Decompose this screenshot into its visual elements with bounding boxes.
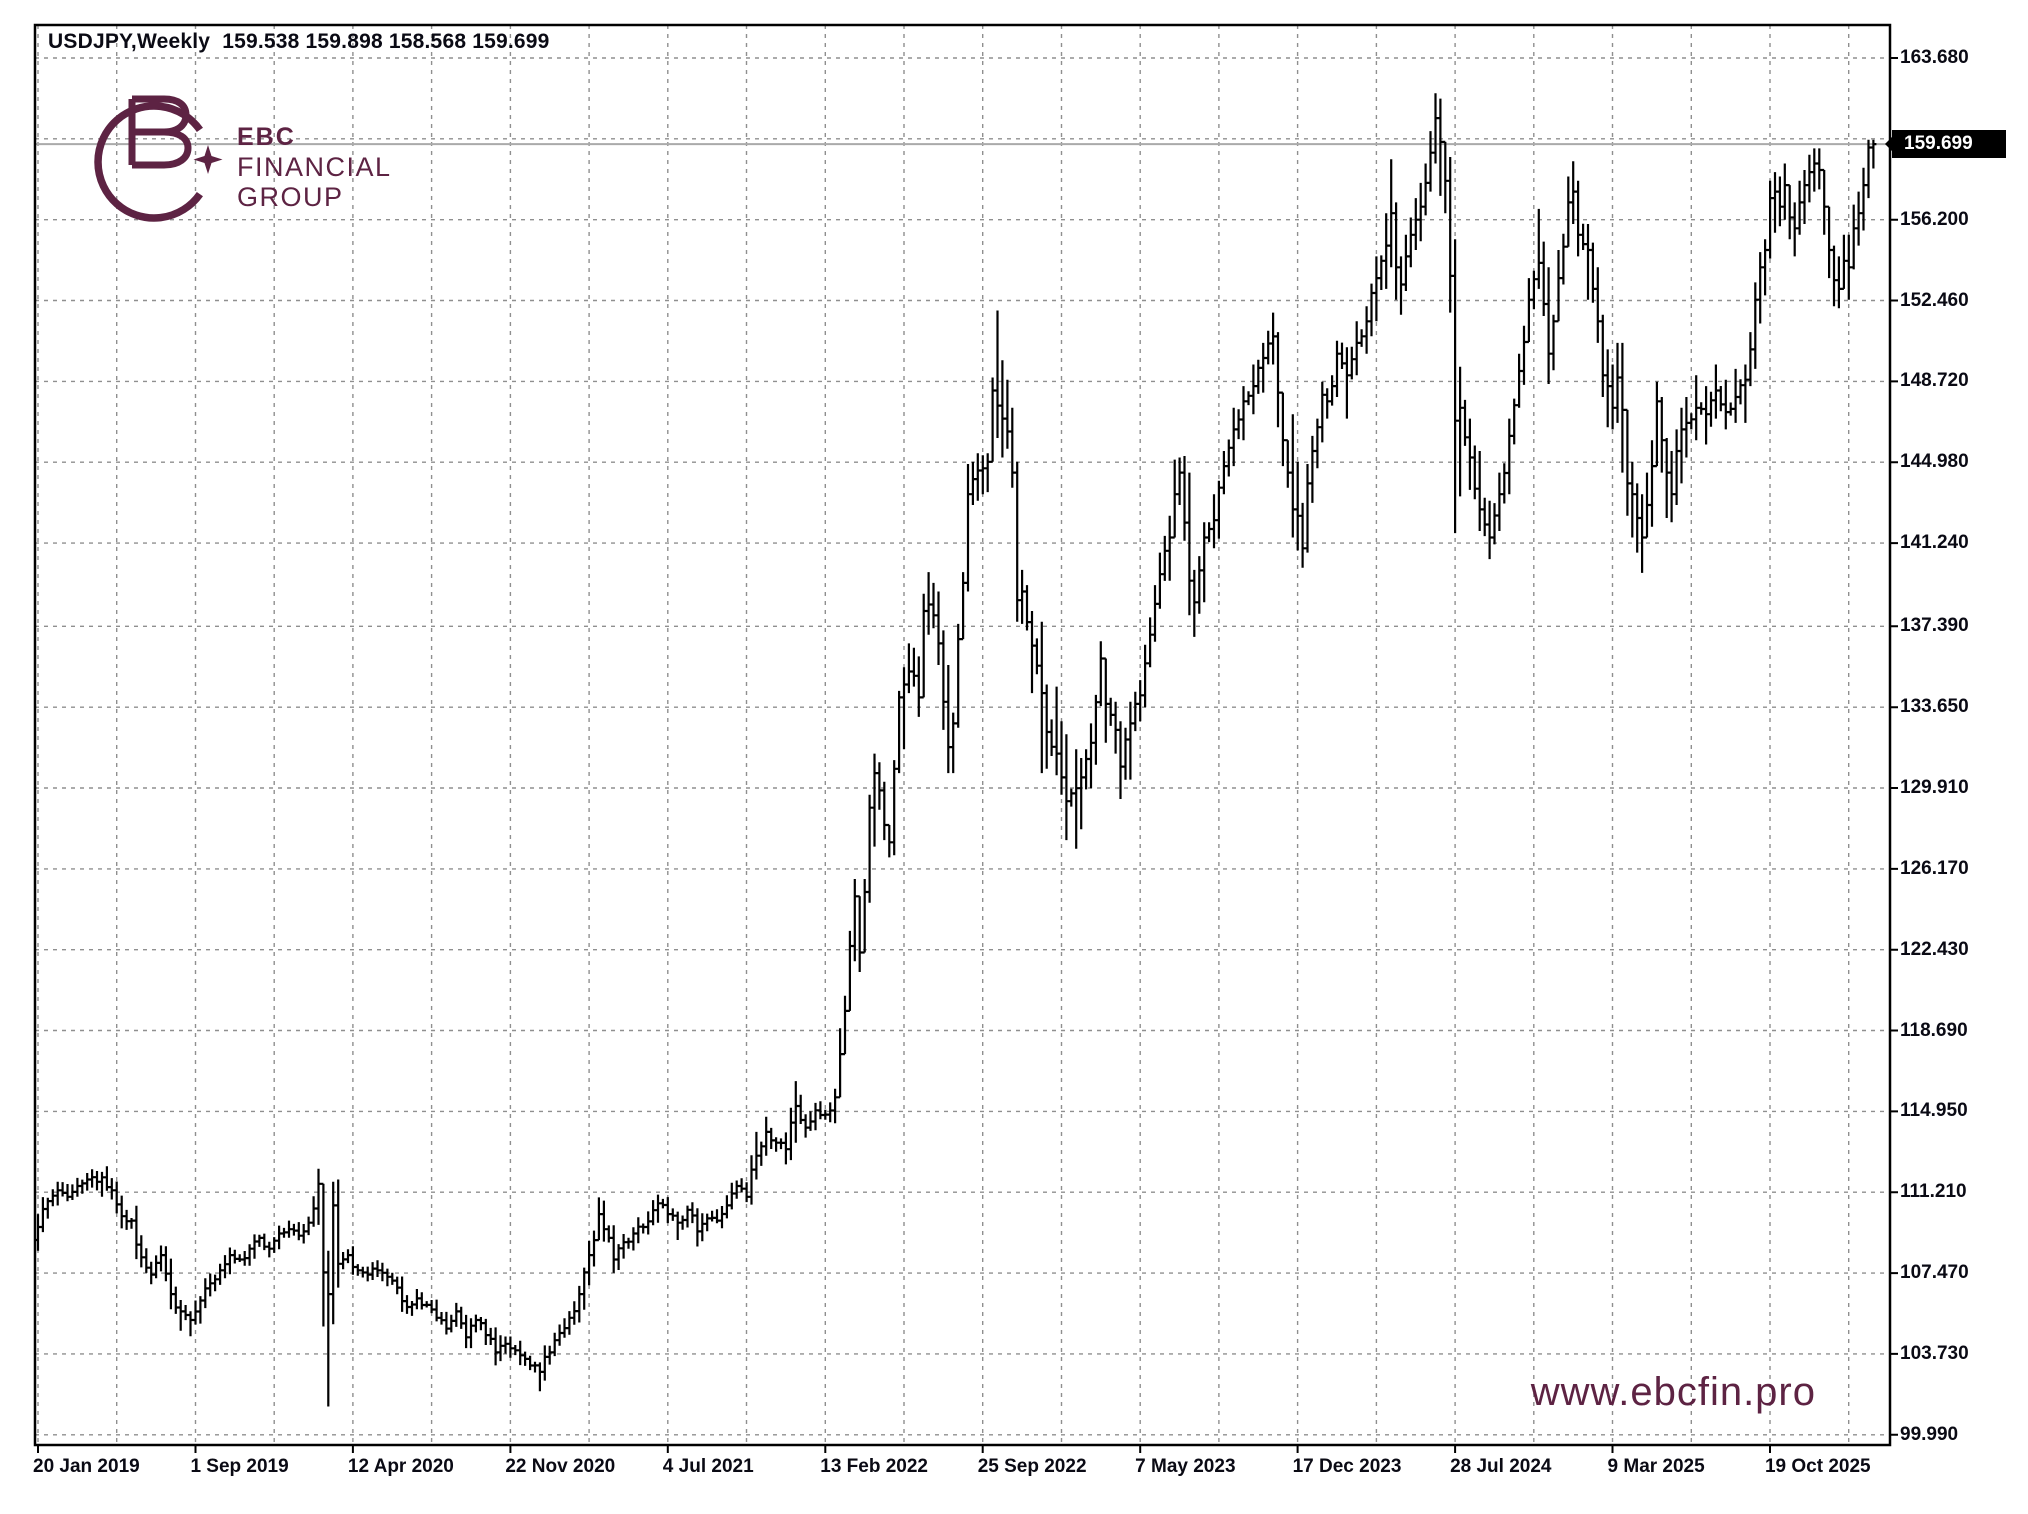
time-scale-label: 17 Dec 2023	[1292, 1456, 1402, 1477]
time-scale-label: 28 Jul 2024	[1450, 1456, 1552, 1477]
price-scale-label: 129.910	[1900, 777, 1969, 798]
ohlc-bars	[35, 93, 1877, 1407]
price-scale-label: 144.980	[1900, 451, 1969, 473]
price-scale-label: 163.680	[1900, 47, 1969, 68]
price-scale-label: 148.720	[1900, 370, 1969, 392]
price-scale-label: 141.240	[1900, 532, 1969, 554]
current-price-box: 159.699	[1885, 130, 2006, 158]
time-scale-label: 7 May 2023	[1135, 1456, 1236, 1477]
ebc-logo-icon	[94, 95, 223, 222]
price-scale-label: 156.200	[1900, 208, 1969, 230]
time-scale-label: 1 Sep 2019	[190, 1456, 289, 1477]
price-scale-label: 126.170	[1900, 857, 1969, 879]
time-scale-label: 22 Nov 2020	[505, 1456, 616, 1477]
logo-line-group: GROUP	[237, 182, 344, 212]
price-scale-label: 103.730	[1900, 1342, 1969, 1364]
ebc-logo-text: EBC FINANCIAL GROUP	[237, 122, 392, 212]
logo-line-financial: FINANCIAL	[237, 152, 392, 182]
grid-lines	[35, 25, 1890, 1445]
price-scale-label: 122.430	[1900, 938, 1969, 960]
price-scale-label: 137.390	[1900, 615, 1969, 637]
price-scale-label: 152.460	[1900, 289, 1969, 311]
price-marker-arrow	[1885, 137, 1892, 151]
price-scale-label: 118.690	[1900, 1019, 1968, 1041]
time-scale-label: 12 Apr 2020	[347, 1456, 454, 1477]
watermark-url: www.ebcfin.pro	[1530, 1370, 1816, 1414]
axis-ticks	[37, 57, 1898, 1453]
time-scale-label: 13 Feb 2022	[820, 1456, 928, 1477]
time-scale-label: 25 Sep 2022	[977, 1456, 1087, 1477]
chart-border	[33, 23, 1892, 1447]
price-scale-label: 114.950	[1900, 1100, 1968, 1122]
price-scale-label: 133.650	[1900, 696, 1969, 718]
time-scale-label: 9 Mar 2025	[1607, 1456, 1705, 1477]
price-scale-label: 107.470	[1900, 1262, 1969, 1284]
time-scale-label: 20 Jan 2019	[33, 1456, 140, 1477]
price-scale-label: 111.210	[1900, 1181, 1967, 1203]
time-scale-label: 19 Oct 2025	[1764, 1456, 1871, 1477]
current-price-value: 159.699	[1904, 133, 1973, 154]
symbol-ohlc-header: USDJPY,Weekly 159.538 159.898 158.568 15…	[48, 30, 550, 53]
logo-line-ebc: EBC	[237, 123, 296, 151]
time-scale-label: 4 Jul 2021	[662, 1456, 754, 1477]
price-scale-label: 99.990	[1900, 1423, 1959, 1445]
